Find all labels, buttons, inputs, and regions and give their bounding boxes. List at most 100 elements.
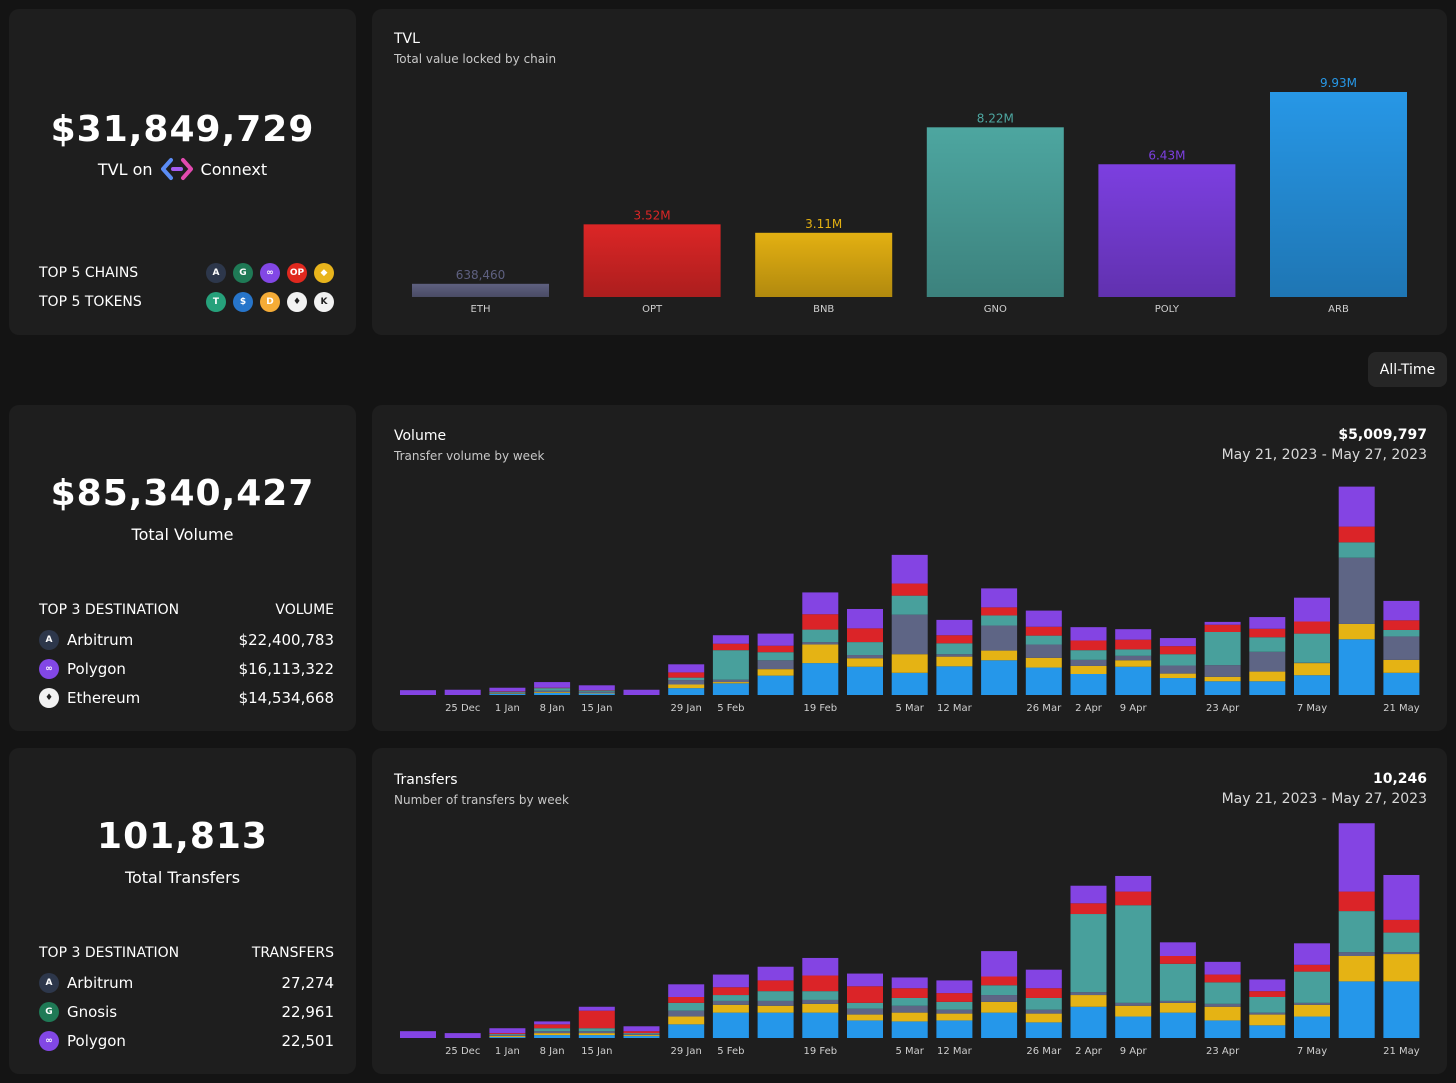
transfers-segment-optimism[interactable] <box>668 997 705 1003</box>
volume-segment-polygon[interactable] <box>1294 597 1330 622</box>
transfers-segment-optimism[interactable] <box>1115 891 1152 906</box>
transfers-segment-polygon[interactable] <box>1338 823 1375 892</box>
volume-segment-optimism[interactable] <box>668 672 705 678</box>
volume-segment-ethereum[interactable] <box>668 684 705 689</box>
transfers-segment-ethereum[interactable] <box>489 1036 526 1038</box>
transfers-segment-arbitrum[interactable] <box>1338 981 1375 1038</box>
volume-segment-ethereum[interactable] <box>936 656 973 667</box>
transfers-segment-arbitrum[interactable] <box>712 1012 749 1038</box>
volume-segment-arbitrum-alt[interactable] <box>757 660 794 670</box>
volume-segment-polygon[interactable] <box>534 682 571 688</box>
transfers-segment-optimism[interactable] <box>1204 974 1241 983</box>
transfers-segment-ethereum[interactable] <box>1159 1002 1196 1013</box>
transfers-segment-optimism[interactable] <box>489 1033 526 1035</box>
volume-segment-gnosis[interactable] <box>981 615 1018 626</box>
transfers-segment-polygon[interactable] <box>757 966 794 981</box>
transfers-segment-arbitrum[interactable] <box>489 1037 526 1038</box>
volume-segment-optimism[interactable] <box>1249 628 1286 638</box>
volume-segment-optimism[interactable] <box>757 645 794 653</box>
transfers-segment-ethereum[interactable] <box>1294 1004 1330 1017</box>
volume-segment-optimism[interactable] <box>936 635 973 644</box>
transfers-segment-arbitrum-alt[interactable] <box>757 1000 794 1006</box>
transfers-segment-ethereum[interactable] <box>534 1033 571 1036</box>
transfers-segment-optimism[interactable] <box>757 980 794 992</box>
transfers-segment-arbitrum-alt[interactable] <box>1294 1002 1330 1005</box>
volume-segment-arbitrum-alt[interactable] <box>1249 651 1286 672</box>
volume-segment-polygon[interactable] <box>981 588 1018 608</box>
transfers-segment-arbitrum-alt[interactable] <box>578 1031 615 1034</box>
transfers-segment-arbitrum[interactable] <box>936 1020 973 1038</box>
volume-segment-arbitrum[interactable] <box>489 693 526 695</box>
transfers-segment-polygon[interactable] <box>534 1021 571 1025</box>
transfers-segment-gnosis[interactable] <box>534 1028 571 1032</box>
transfers-segment-gnosis[interactable] <box>578 1028 615 1032</box>
transfers-segment-arbitrum-alt[interactable] <box>623 1034 660 1036</box>
transfers-segment-arbitrum-alt[interactable] <box>1249 1012 1286 1015</box>
transfers-segment-arbitrum-alt[interactable] <box>891 1005 928 1013</box>
transfers-segment-polygon[interactable] <box>1249 979 1286 992</box>
volume-segment-polygon[interactable] <box>668 664 705 673</box>
volume-segment-gnosis[interactable] <box>847 642 883 656</box>
volume-segment-gnosis[interactable] <box>1338 542 1375 558</box>
volume-segment-polygon[interactable] <box>1249 617 1286 629</box>
volume-segment-arbitrum-alt[interactable] <box>891 614 928 655</box>
transfers-segment-arbitrum[interactable] <box>623 1036 660 1038</box>
transfers-segment-arbitrum[interactable] <box>668 1024 705 1038</box>
volume-segment-arbitrum[interactable] <box>1070 674 1107 695</box>
volume-segment-optimism[interactable] <box>802 614 839 630</box>
volume-segment-arbitrum-alt[interactable] <box>1383 636 1420 660</box>
volume-segment-arbitrum[interactable] <box>891 672 928 695</box>
transfers-segment-gnosis[interactable] <box>936 1001 973 1010</box>
volume-segment-gnosis[interactable] <box>1025 635 1062 645</box>
volume-segment-arbitrum[interactable] <box>1159 678 1196 695</box>
transfers-segment-gnosis[interactable] <box>1294 971 1330 1003</box>
volume-segment-polygon[interactable] <box>400 690 436 695</box>
transfers-segment-polygon[interactable] <box>981 951 1018 977</box>
transfers-segment-gnosis[interactable] <box>1070 914 1107 993</box>
transfers-segment-optimism[interactable] <box>847 986 883 1003</box>
volume-segment-arbitrum-alt[interactable] <box>802 642 839 645</box>
transfers-segment-gnosis[interactable] <box>1115 905 1152 1003</box>
volume-segment-ethereum[interactable] <box>712 682 749 684</box>
transfers-segment-polygon[interactable] <box>712 974 749 988</box>
transfers-segment-polygon[interactable] <box>802 957 839 976</box>
volume-segment-ethereum[interactable] <box>1070 665 1107 674</box>
volume-segment-polygon[interactable] <box>757 633 794 646</box>
volume-segment-polygon[interactable] <box>891 554 928 584</box>
transfers-segment-arbitrum[interactable] <box>1204 1020 1241 1038</box>
transfers-segment-optimism[interactable] <box>712 987 749 996</box>
transfers-segment-polygon[interactable] <box>1159 942 1196 956</box>
transfers-segment-arbitrum-alt[interactable] <box>534 1031 571 1034</box>
volume-segment-optimism[interactable] <box>1338 526 1375 543</box>
transfers-segment-optimism[interactable] <box>534 1024 571 1029</box>
transfers-segment-arbitrum-alt[interactable] <box>489 1035 526 1037</box>
transfers-segment-arbitrum-alt[interactable] <box>1159 1000 1196 1003</box>
transfers-segment-polygon[interactable] <box>1115 875 1152 892</box>
transfers-segment-ethereum[interactable] <box>802 1003 839 1013</box>
volume-segment-polygon[interactable] <box>802 592 839 615</box>
volume-segment-polygon[interactable] <box>1070 627 1107 641</box>
volume-segment-optimism[interactable] <box>1294 621 1330 634</box>
transfers-segment-arbitrum[interactable] <box>1249 1025 1286 1038</box>
transfers-segment-gnosis[interactable] <box>891 997 928 1006</box>
transfers-segment-ethereum[interactable] <box>1204 1006 1241 1021</box>
volume-segment-arbitrum-alt[interactable] <box>489 692 526 694</box>
volume-segment-gnosis[interactable] <box>1159 654 1196 666</box>
transfers-segment-arbitrum[interactable] <box>802 1012 839 1038</box>
volume-segment-ethereum[interactable] <box>1159 673 1196 679</box>
volume-segment-optimism[interactable] <box>981 607 1018 616</box>
transfers-segment-gnosis[interactable] <box>668 1002 705 1011</box>
volume-segment-gnosis[interactable] <box>1070 650 1107 660</box>
volume-segment-arbitrum-alt[interactable] <box>1338 557 1375 624</box>
volume-segment-arbitrum[interactable] <box>1115 666 1152 695</box>
transfers-segment-polygon[interactable] <box>936 980 973 994</box>
transfers-segment-arbitrum-alt[interactable] <box>1070 992 1107 996</box>
time-filter-button[interactable]: All-Time <box>1368 352 1447 387</box>
transfers-segment-gnosis[interactable] <box>1025 997 1062 1010</box>
volume-segment-arbitrum-alt[interactable] <box>936 654 973 657</box>
volume-segment-arbitrum[interactable] <box>1294 675 1330 695</box>
transfers-segment-gnosis[interactable] <box>712 995 749 1001</box>
volume-segment-gnosis[interactable] <box>1204 632 1241 666</box>
volume-segment-arbitrum-alt[interactable] <box>1204 665 1241 677</box>
transfers-segment-polygon[interactable] <box>400 1031 436 1038</box>
